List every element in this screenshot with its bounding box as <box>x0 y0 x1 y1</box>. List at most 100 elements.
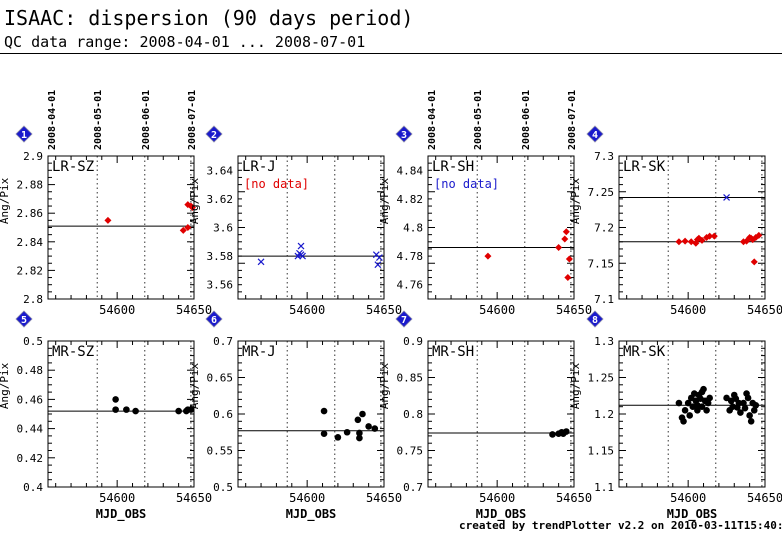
data-point <box>746 412 753 419</box>
x-axis-label: MJD_OBS <box>667 507 718 522</box>
date-label: 2008-05-01 <box>473 90 484 150</box>
panel-badge <box>15 310 33 328</box>
data-point <box>104 216 112 224</box>
y-axis-label: Ang/Pix <box>569 177 582 224</box>
x-tick-label: 54600 <box>479 303 515 317</box>
y-axis-label: Ang/Pix <box>188 177 201 224</box>
y-axis-label: Ang/Pix <box>378 362 391 409</box>
date-label: 2008-07-01 <box>567 90 578 150</box>
y-tick-label: 1.1 <box>594 481 614 494</box>
data-point <box>564 274 572 282</box>
data-point <box>374 261 382 269</box>
data-point <box>561 235 569 243</box>
data-point <box>744 394 752 402</box>
data-point <box>706 232 714 240</box>
data-point-stroke <box>299 252 306 260</box>
panel-badge <box>395 125 413 143</box>
y-tick-label: 0.44 <box>17 423 44 436</box>
date-label: 2008-04-01 <box>427 90 438 150</box>
date-label: 2008-06-01 <box>521 90 532 150</box>
data-point <box>184 224 192 231</box>
y-tick-label: 7.2 <box>594 222 614 235</box>
panel-3: 4.76 4.78 4.8 4.82 4.84 54600 54650 LR-SH [no da… <box>378 90 592 317</box>
y-tick-label: 0.65 <box>207 372 234 385</box>
panel-badge-number: 8 <box>592 315 598 326</box>
panel-badge <box>586 125 604 143</box>
data-point <box>680 418 687 425</box>
x-tick-label: 54600 <box>289 303 325 317</box>
data-point-stroke <box>257 258 265 266</box>
x-tick-label: 54650 <box>366 491 402 505</box>
data-point <box>371 425 379 432</box>
data-point <box>741 404 749 412</box>
y-axis-label: Ang/Pix <box>569 362 582 409</box>
y-tick-label: 3.64 <box>207 164 234 177</box>
panel-badge-number: 1 <box>21 130 27 141</box>
data-point <box>334 434 342 441</box>
y-tick-label: 1.15 <box>588 445 615 458</box>
panel-badge <box>205 310 223 328</box>
data-point <box>484 252 492 260</box>
y-tick-label: 4.76 <box>397 279 424 292</box>
x-tick-label: 54600 <box>289 491 325 505</box>
y-axis-label: Ang/Pix <box>0 177 11 224</box>
data-point <box>750 407 758 414</box>
y-tick-label: 1.3 <box>594 335 614 348</box>
data-point <box>188 203 196 211</box>
panel-badge-number: 6 <box>211 315 217 326</box>
y-tick-label: 2.9 <box>23 150 43 163</box>
x-tick-label: 54650 <box>176 491 212 505</box>
y-tick-label: 2.8 <box>23 293 43 306</box>
panel-badge-number: 3 <box>401 130 407 141</box>
panel-label: LR-SZ <box>52 159 94 175</box>
data-point-stroke <box>723 194 731 201</box>
data-point <box>735 399 743 407</box>
y-tick-label: 4.8 <box>403 222 423 235</box>
panel-5: 0.4 0.42 0.44 0.46 0.48 0.5 54600 54650 MR-SZ Ang… <box>0 310 212 522</box>
data-point <box>675 238 683 246</box>
y-axis-label: Ang/Pix <box>0 362 11 409</box>
y-tick-label: 0.48 <box>17 364 44 377</box>
data-point <box>684 399 692 407</box>
plot-frame <box>47 340 195 488</box>
data-point <box>565 255 573 263</box>
x-tick-label: 54650 <box>747 491 782 505</box>
y-tick-label: 7.25 <box>588 186 615 199</box>
panel-badge <box>395 310 413 328</box>
data-point <box>694 407 701 414</box>
page-subtitle: QC data range: 2008-04-01 ... 2008-07-01 <box>4 33 366 51</box>
y-tick-label: 0.5 <box>23 335 43 348</box>
data-point <box>747 418 755 425</box>
panel-label: MR-SZ <box>52 344 94 360</box>
data-point <box>132 407 139 415</box>
date-label: 2008-07-01 <box>187 90 198 150</box>
x-tick-label: 54650 <box>747 303 782 317</box>
data-point <box>375 254 383 261</box>
y-axis-label: Ang/Pix <box>188 362 201 409</box>
data-point <box>123 406 130 413</box>
panel-badge-number: 7 <box>401 315 407 326</box>
data-point <box>562 228 570 236</box>
data-point <box>320 430 328 438</box>
y-tick-label: 2.84 <box>17 236 44 249</box>
panel-badge-number: 2 <box>211 130 217 141</box>
y-tick-label: 4.84 <box>397 164 424 177</box>
data-point <box>704 399 712 407</box>
y-tick-label: 2.88 <box>17 179 44 192</box>
x-tick-label: 54600 <box>670 303 706 317</box>
data-point <box>112 406 119 413</box>
header-divider <box>0 53 782 54</box>
data-point <box>737 409 744 416</box>
panel-label: LR-SK <box>623 159 666 175</box>
plot-frame <box>618 155 766 300</box>
data-point <box>359 410 366 418</box>
page-title: ISAAC: dispersion (90 days period) <box>4 6 414 30</box>
data-point <box>710 232 718 240</box>
x-tick-label: 54600 <box>99 303 135 317</box>
panel-label: LR-J <box>242 159 276 175</box>
panel-label: MR-J <box>242 344 276 360</box>
data-point <box>706 394 713 402</box>
x-tick-label: 54650 <box>556 491 592 505</box>
data-point <box>179 226 187 234</box>
data-point <box>703 407 710 414</box>
